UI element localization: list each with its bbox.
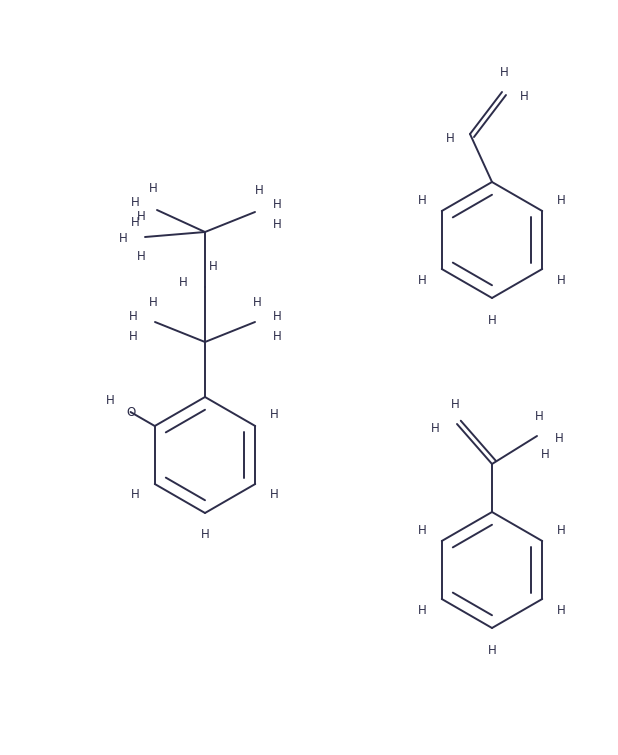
Text: H: H [129,329,137,343]
Text: H: H [255,183,263,196]
Text: H: H [148,295,158,309]
Text: H: H [137,211,145,223]
Text: H: H [488,643,496,657]
Text: H: H [554,432,564,445]
Text: O: O [126,405,135,418]
Text: H: H [106,393,115,406]
Text: H: H [119,233,127,245]
Text: H: H [557,523,565,537]
Text: H: H [418,193,427,207]
Text: H: H [270,488,279,501]
Text: H: H [273,198,281,211]
Text: H: H [270,408,279,421]
Text: H: H [499,66,509,79]
Text: H: H [520,91,528,103]
Text: H: H [273,217,281,230]
Text: H: H [541,448,549,461]
Text: H: H [557,603,565,617]
Text: H: H [446,132,454,146]
Text: H: H [451,397,459,411]
Text: H: H [148,181,158,195]
Text: H: H [431,423,439,436]
Text: H: H [488,313,496,326]
Text: H: H [535,409,543,423]
Text: H: H [557,273,565,286]
Text: H: H [137,251,145,263]
Text: H: H [557,193,565,207]
Text: H: H [253,295,261,309]
Text: H: H [418,523,427,537]
Text: H: H [132,488,140,501]
Text: H: H [201,528,210,541]
Text: H: H [130,196,140,208]
Text: H: H [273,329,281,343]
Text: H: H [129,310,137,323]
Text: H: H [273,310,281,323]
Text: H: H [209,260,218,273]
Text: H: H [179,276,187,288]
Text: H: H [418,603,427,617]
Text: H: H [130,215,140,229]
Text: H: H [418,273,427,286]
